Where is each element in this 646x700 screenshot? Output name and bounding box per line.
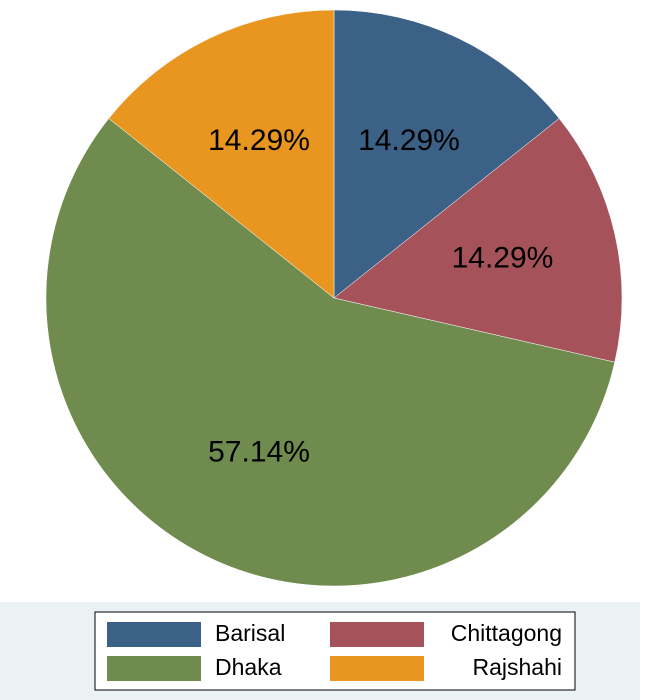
pie: 14.29% 14.29% 57.14% 14.29% xyxy=(45,9,623,587)
legend: Barisal Chittagong Dhaka Rajshahi xyxy=(107,620,562,681)
data-label: 57.14% xyxy=(208,436,310,469)
legend-label: Barisal xyxy=(215,620,285,646)
legend-swatch xyxy=(330,656,424,681)
legend-label: Chittagong xyxy=(451,620,562,646)
legend-swatch xyxy=(107,622,201,647)
legend-label: Rajshahi xyxy=(473,654,563,680)
legend-label: Dhaka xyxy=(215,654,282,680)
data-label: 14.29% xyxy=(452,242,554,275)
data-label: 14.29% xyxy=(208,124,310,157)
pie-slice xyxy=(333,118,623,363)
legend-swatch xyxy=(107,656,201,681)
legend-swatch xyxy=(330,622,424,647)
pie-slice xyxy=(333,9,560,299)
pie-slice xyxy=(108,9,335,299)
data-label: 14.29% xyxy=(358,124,460,157)
pie-slice xyxy=(45,118,616,587)
